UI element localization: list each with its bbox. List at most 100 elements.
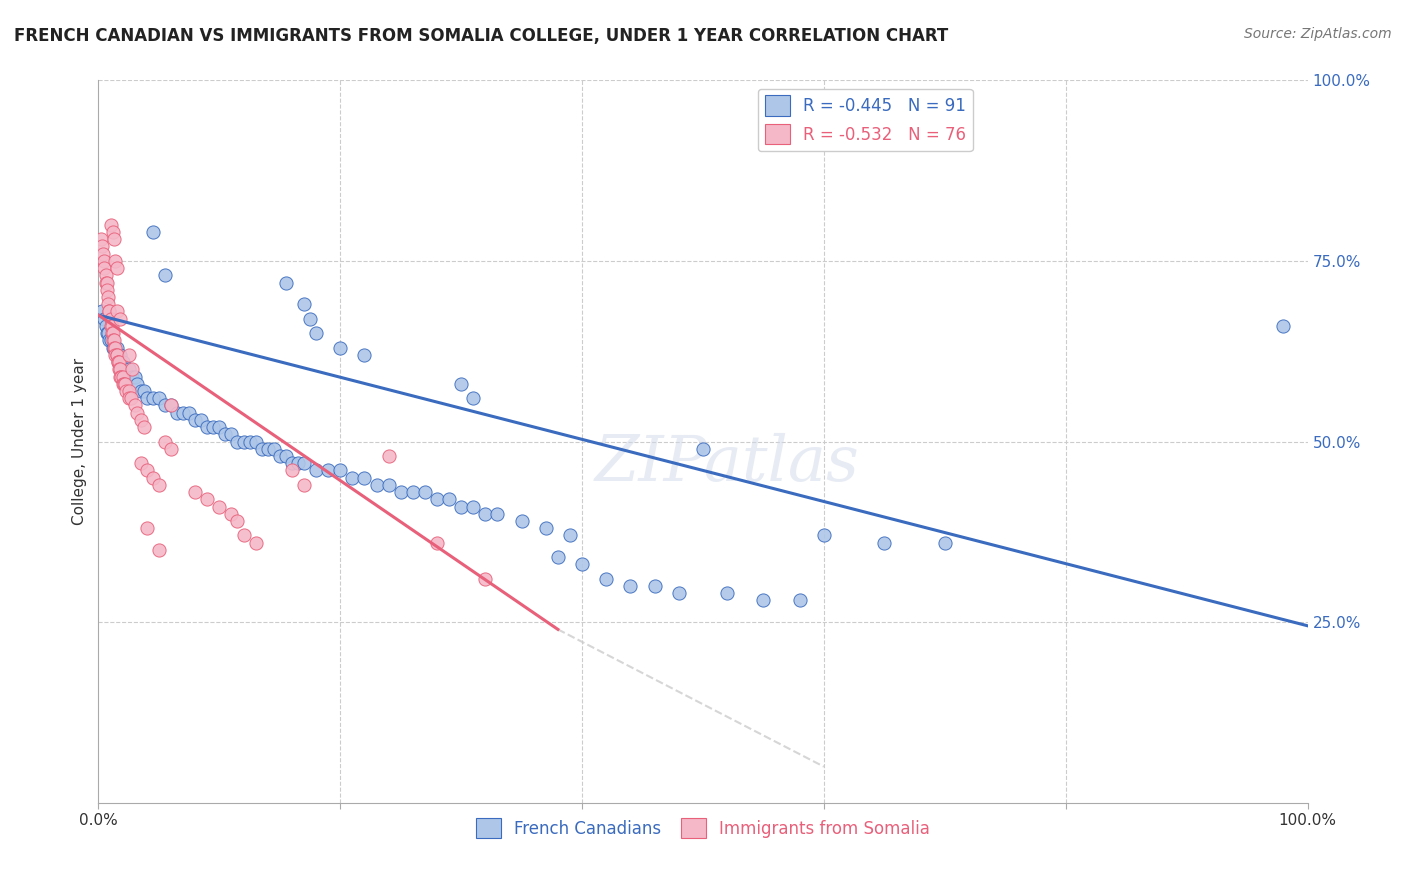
Point [103,232,125,246]
Point [450,500,472,514]
Point [166,406,188,420]
Point [91,239,114,253]
Point [103,341,125,355]
Point [692,442,714,456]
Point [105,261,128,276]
Point [110,369,132,384]
Point [232,528,254,542]
Point [107,355,129,369]
Point [463,391,485,405]
Point [97,290,120,304]
Point [389,485,412,500]
Point [114,362,136,376]
Point [184,485,207,500]
Point [486,507,509,521]
Point [547,550,569,565]
Point [107,348,129,362]
Point [1272,318,1295,333]
Point [108,355,131,369]
Point [93,311,115,326]
Point [100,318,122,333]
Point [104,348,127,362]
Point [105,348,128,362]
Point [100,334,122,348]
Point [269,449,291,463]
Point [644,579,666,593]
Point [100,311,122,326]
Point [96,326,118,340]
Point [135,391,157,405]
Point [108,311,131,326]
Point [127,406,149,420]
Point [281,463,304,477]
Point [124,398,146,412]
Point [121,362,143,376]
Point [413,485,436,500]
Point [226,514,249,528]
Point [101,341,124,355]
Point [135,463,157,477]
Point [299,311,322,326]
Point [256,442,278,456]
Point [97,326,120,340]
Point [366,478,388,492]
Point [534,521,557,535]
Point [148,391,170,405]
Point [221,427,243,442]
Point [160,442,183,456]
Point [129,456,152,470]
Point [437,492,460,507]
Point [172,406,194,420]
Point [127,376,149,391]
Point [98,334,121,348]
Point [558,528,581,542]
Point [103,341,125,355]
Text: FRENCH CANADIAN VS IMMIGRANTS FROM SOMALIA COLLEGE, UNDER 1 YEAR CORRELATION CHA: FRENCH CANADIAN VS IMMIGRANTS FROM SOMAL… [14,27,948,45]
Point [873,535,896,549]
Point [129,413,152,427]
Point [287,456,309,470]
Point [281,456,304,470]
Point [208,420,231,434]
Point [118,362,141,376]
Point [118,391,141,405]
Point [93,253,115,268]
Point [105,348,128,362]
Point [94,318,117,333]
Point [111,376,134,391]
Point [98,304,121,318]
Point [329,341,352,355]
Point [107,355,129,369]
Y-axis label: College, Under 1 year: College, Under 1 year [72,358,87,525]
Point [292,297,315,311]
Point [148,478,170,492]
Point [245,535,267,549]
Point [426,492,449,507]
Point [208,500,231,514]
Point [100,218,122,232]
Point [329,463,352,477]
Point [118,348,141,362]
Point [510,514,533,528]
Point [108,362,131,376]
Point [813,528,835,542]
Point [450,376,472,391]
Point [377,449,399,463]
Point [111,355,134,369]
Point [104,253,127,268]
Point [135,521,157,535]
Point [305,326,328,340]
Point [402,485,425,500]
Point [101,334,124,348]
Point [105,304,128,318]
Point [134,420,156,434]
Point [96,283,118,297]
Point [474,507,496,521]
Point [226,434,249,449]
Point [221,507,243,521]
Point [108,362,131,376]
Point [108,348,131,362]
Point [619,579,641,593]
Point [305,463,328,477]
Point [463,500,485,514]
